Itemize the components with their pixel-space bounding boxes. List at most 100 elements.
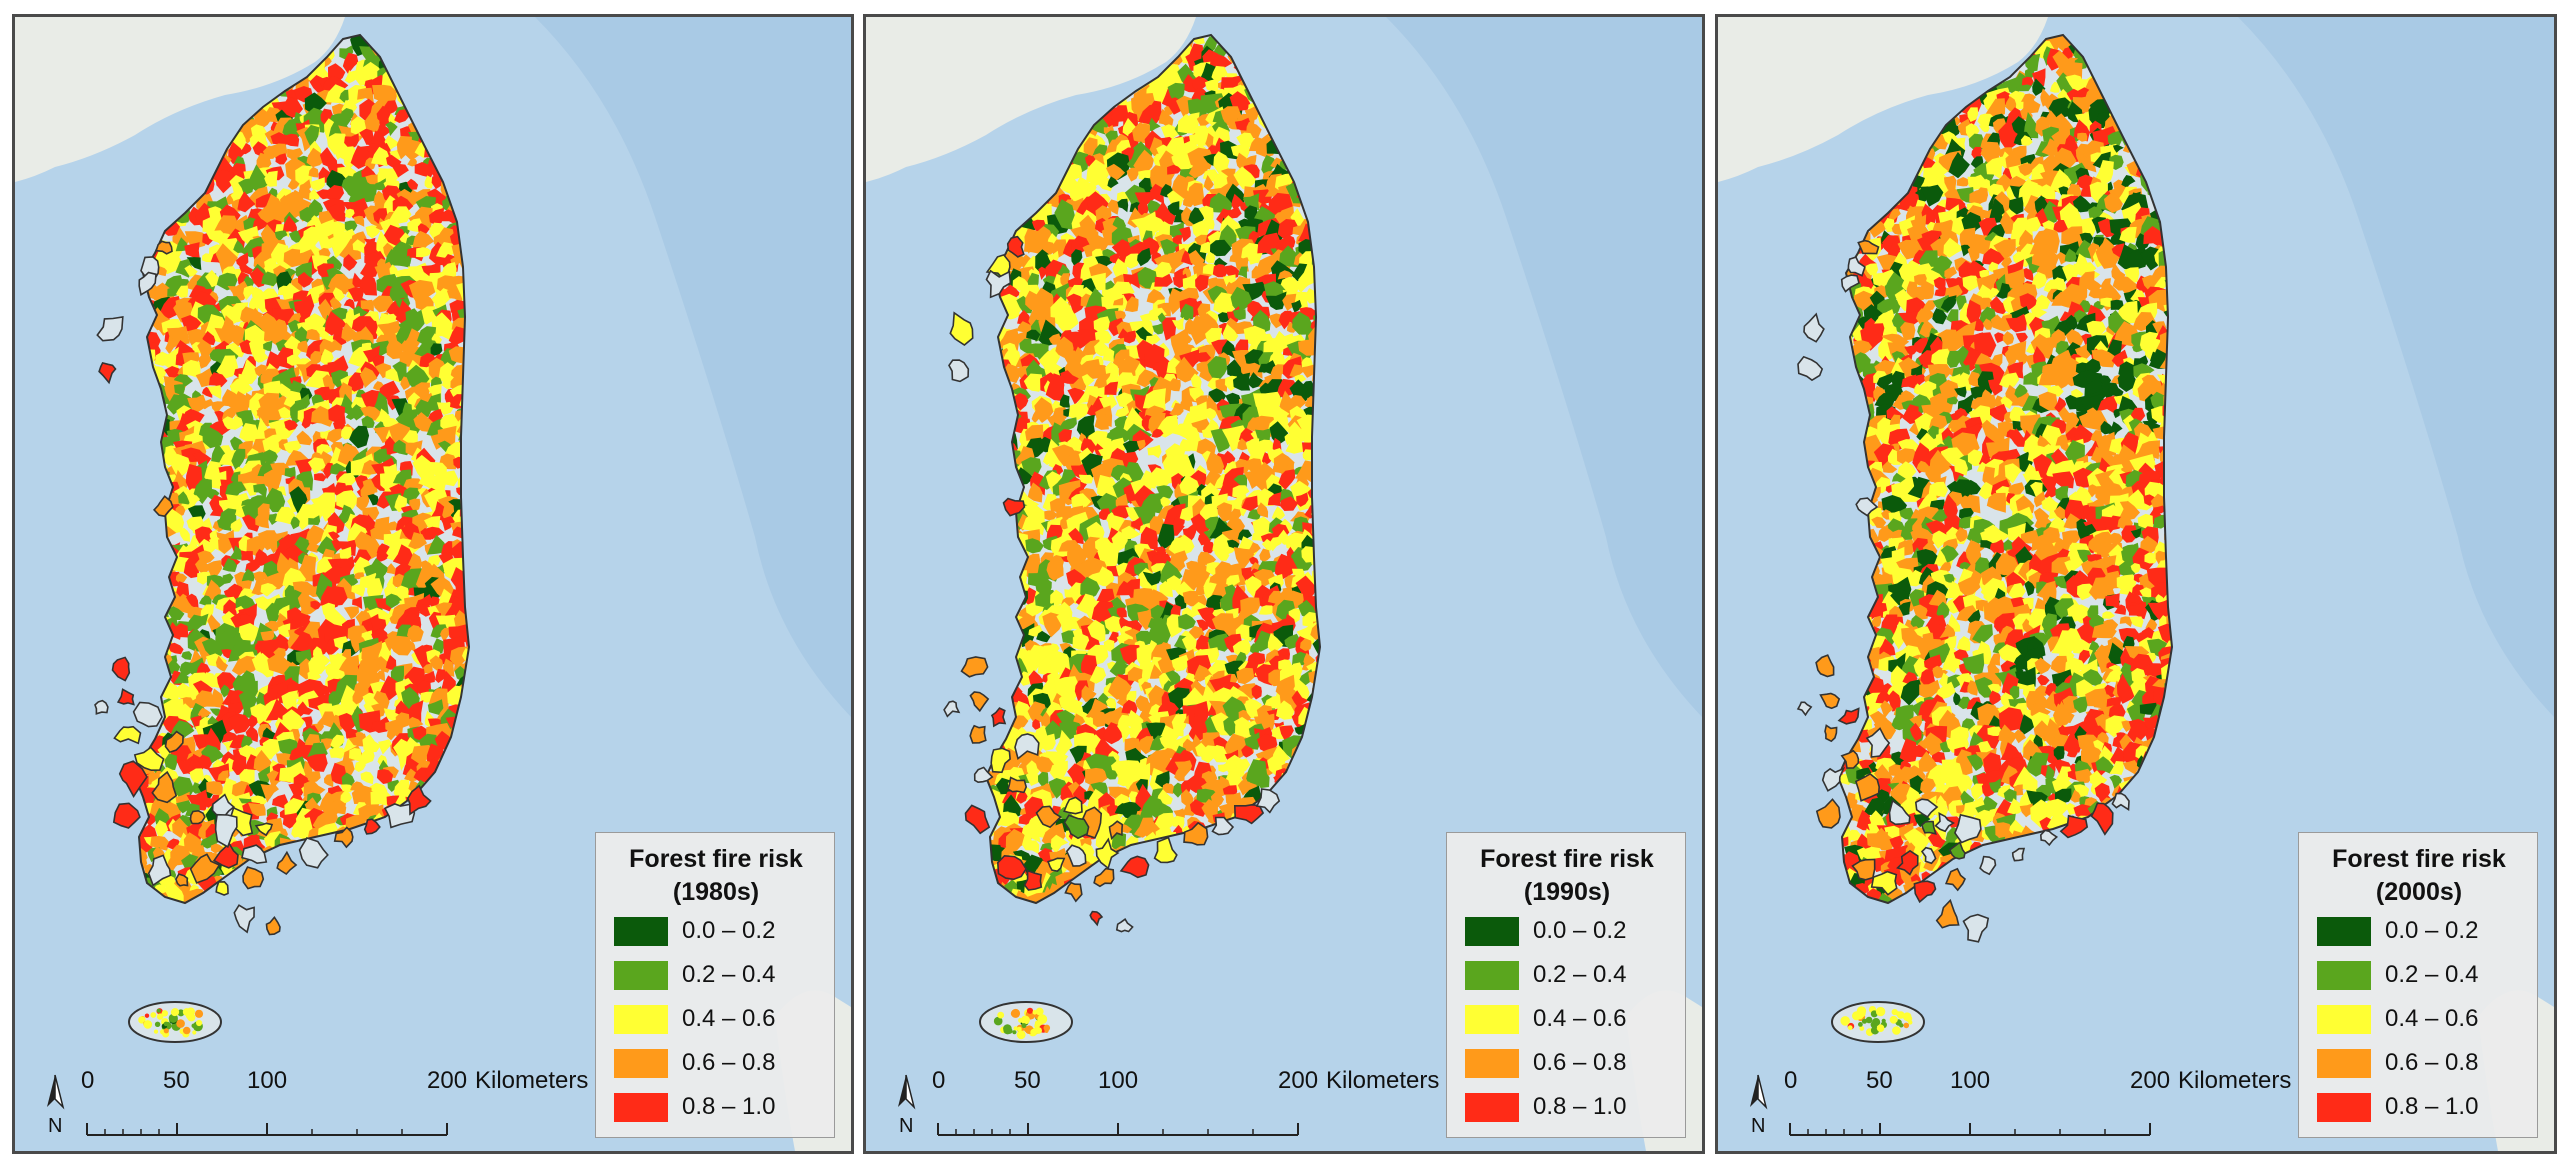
risk-patch [248, 714, 258, 728]
risk-patch [431, 312, 457, 342]
risk-patch [330, 339, 343, 351]
risk-patch [176, 703, 194, 722]
risk-patch [307, 503, 325, 520]
risk-patch [1211, 65, 1228, 83]
risk-patch [1277, 219, 1300, 240]
risk-patch [308, 655, 327, 675]
risk-patch [208, 206, 225, 224]
risk-patch [191, 782, 202, 794]
risk-patch [391, 163, 409, 178]
risk-patch [241, 568, 255, 582]
island [118, 760, 148, 798]
risk-patch [1082, 243, 1093, 258]
legend-title: Forest fire risk [629, 845, 803, 873]
risk-patch [402, 430, 418, 444]
risk-patch [1134, 192, 1156, 207]
island [151, 770, 178, 804]
risk-patch [1231, 193, 1245, 211]
risk-patch [392, 361, 407, 382]
risk-patch [260, 583, 277, 597]
risk-patch [1165, 247, 1188, 270]
risk-patch [264, 170, 278, 187]
risk-patch [289, 486, 308, 515]
risk-patch [262, 449, 278, 463]
risk-patch [1093, 316, 1111, 333]
risk-patch [194, 526, 216, 548]
legend-item: 0.2 – 0.4 [1465, 959, 1675, 993]
risk-patch [167, 660, 181, 675]
risk-patch [367, 494, 379, 506]
risk-patch [321, 585, 348, 606]
risk-map [866, 17, 1702, 1151]
island [214, 813, 238, 848]
risk-patch [194, 613, 209, 626]
risk-patch [262, 727, 277, 740]
legend-swatch [1465, 961, 1519, 990]
risk-patch [292, 817, 314, 842]
risk-patch [1155, 261, 1172, 276]
risk-patch [182, 359, 201, 379]
risk-patch [430, 343, 443, 356]
risk-patch [272, 633, 292, 654]
scale-unit-label: Kilometers [475, 1067, 589, 1094]
risk-patch [1182, 273, 1198, 292]
north-arrow-icon [898, 1074, 916, 1110]
risk-patch [165, 606, 185, 620]
legend-item: 0.6 – 0.8 [1465, 1047, 1675, 1081]
risk-patch [306, 147, 326, 168]
risk-patch [1192, 76, 1212, 93]
risk-patch [1229, 91, 1251, 111]
legend-range: 0.2 – 0.4 [682, 961, 776, 988]
legend-range: 0.8 – 1.0 [682, 1093, 776, 1120]
legend-range: 0.8 – 1.0 [1533, 1093, 1627, 1120]
risk-patch [1171, 317, 1185, 330]
risk-patch [415, 399, 433, 418]
risk-patch [395, 712, 410, 729]
risk-patch [387, 635, 413, 656]
risk-patch [258, 765, 270, 786]
legend: Forest fire risk (1980s) 0.0 – 0.2 0.2 –… [595, 832, 835, 1138]
risk-patch [297, 340, 308, 353]
risk-patch [1236, 152, 1249, 169]
risk-patch [309, 177, 325, 191]
risk-patch [300, 604, 316, 615]
risk-patch [448, 346, 466, 364]
risk-patch [1021, 1023, 1027, 1029]
risk-patch [349, 748, 362, 763]
risk-patch [229, 415, 244, 430]
risk-patch [435, 227, 455, 246]
scale-bar: N 0 50 100 200 Kilometers [43, 1067, 588, 1147]
risk-patch [209, 529, 218, 542]
risk-patch [265, 531, 287, 554]
risk-patch [429, 596, 442, 608]
risk-patch [328, 404, 346, 424]
island [363, 818, 381, 835]
risk-patch [435, 668, 447, 683]
risk-patch [1183, 193, 1195, 208]
risk-patch [163, 1028, 169, 1034]
risk-patch [1205, 253, 1216, 264]
risk-patch [207, 614, 221, 633]
risk-patch [156, 1008, 161, 1013]
risk-patch [350, 635, 367, 653]
risk-patch [192, 1030, 197, 1035]
risk-patch [371, 146, 390, 167]
risk-patch [195, 557, 210, 574]
legend-range: 0.6 – 0.8 [1533, 1049, 1627, 1076]
risk-patch [215, 243, 238, 275]
risk-patch [376, 769, 394, 784]
risk-patch [1168, 287, 1187, 315]
risk-patch [997, 1011, 1005, 1019]
island [133, 746, 165, 772]
risk-patch [1166, 190, 1184, 208]
risk-patch [295, 249, 317, 266]
risk-patch [373, 208, 388, 225]
risk-patch [1142, 237, 1160, 256]
risk-patch [210, 401, 225, 414]
risk-patch [341, 426, 354, 440]
risk-patch [1034, 343, 1049, 362]
legend-item: 0.6 – 0.8 [614, 1047, 824, 1081]
risk-patch [1246, 251, 1260, 265]
risk-patch [1230, 141, 1250, 160]
legend-swatch [614, 1005, 668, 1034]
